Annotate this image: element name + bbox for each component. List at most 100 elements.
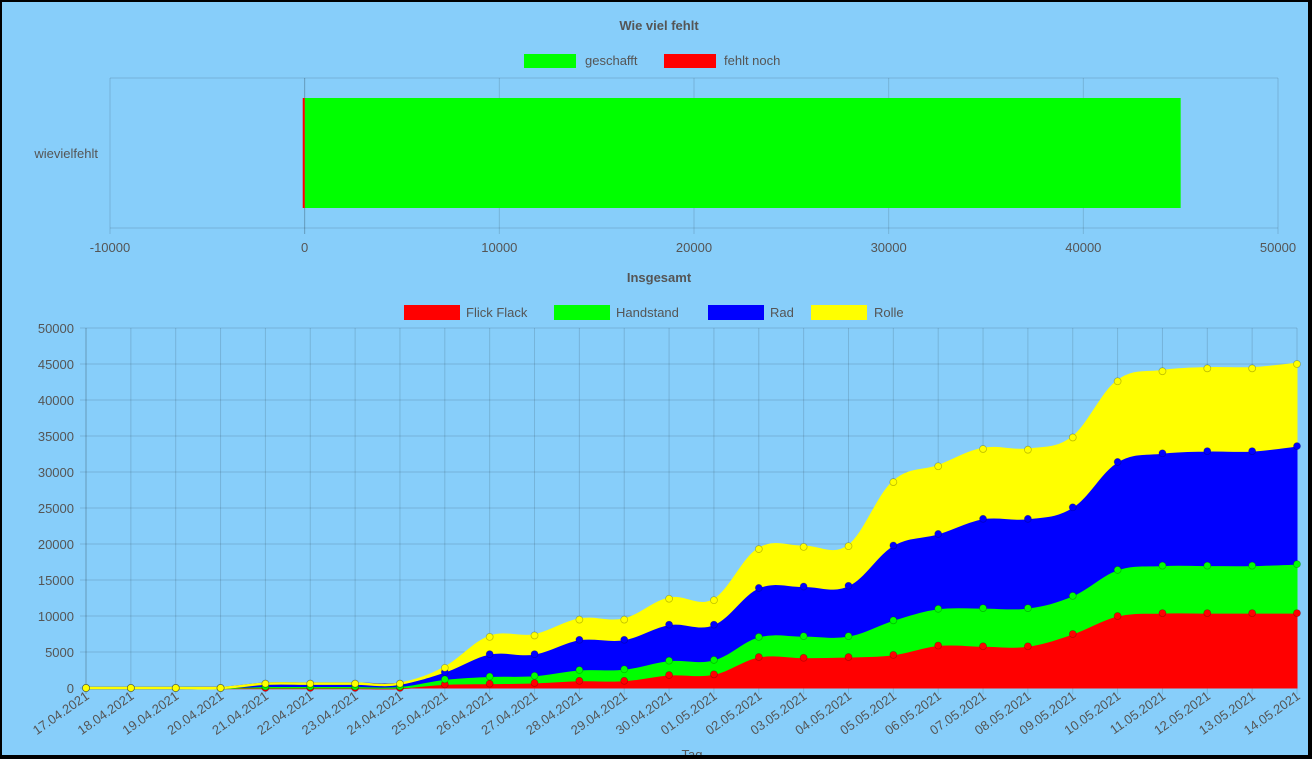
point-rolle	[82, 684, 90, 692]
point-rad	[754, 584, 763, 592]
point-rolle	[620, 615, 629, 624]
point-rad	[1068, 503, 1077, 512]
legend: Flick Flack Handstand Rad Rolle	[404, 305, 904, 320]
legend-swatch	[404, 305, 460, 320]
point-flick-flack	[1068, 630, 1077, 638]
point-rad	[575, 635, 584, 644]
point-rolle	[440, 663, 449, 672]
point-handstand	[934, 604, 943, 613]
legend-label: Handstand	[616, 305, 679, 320]
point-rad	[485, 650, 494, 659]
legend-swatch	[811, 305, 867, 320]
point-rolle	[1248, 364, 1257, 373]
point-rolle	[799, 542, 808, 551]
point-rad	[1248, 447, 1257, 456]
point-handstand	[889, 616, 898, 625]
x-tick-label: 20000	[676, 240, 712, 255]
chart-title: Wie viel fehlt	[619, 18, 699, 33]
point-flick-flack	[620, 676, 629, 685]
point-rad	[1023, 514, 1032, 523]
point-flick-flack	[1203, 609, 1212, 618]
point-flick-flack	[1023, 642, 1032, 651]
bar-chart-wie-viel-fehlt: Wie viel fehlt geschafft fehlt noch -1000…	[33, 18, 1296, 255]
point-rad	[979, 514, 987, 523]
point-flick-flack	[799, 653, 808, 662]
point-rolle	[575, 615, 584, 624]
point-flick-flack	[754, 653, 763, 661]
point-flick-flack	[979, 642, 987, 651]
x-tick-label: 10000	[481, 240, 517, 255]
point-handstand	[485, 672, 494, 681]
legend-label: fehlt noch	[724, 53, 780, 68]
point-flick-flack	[575, 676, 584, 685]
point-flick-flack	[485, 679, 494, 688]
legend-label: geschafft	[585, 53, 638, 68]
y-tick-label: 20000	[38, 537, 74, 552]
point-rad	[889, 541, 898, 550]
legend: geschafft fehlt noch	[524, 53, 780, 68]
point-handstand	[1248, 561, 1257, 570]
y-tick-label: 25000	[38, 501, 74, 516]
point-flick-flack	[1248, 609, 1257, 618]
area-chart-insgesamt: Insgesamt Flick Flack Handstand Rad Rolle 0…	[30, 270, 1303, 755]
legend-swatch	[554, 305, 610, 320]
point-handstand	[620, 665, 629, 674]
point-rad	[1158, 449, 1167, 458]
point-handstand	[979, 604, 987, 612]
chart-title: Insgesamt	[627, 270, 692, 285]
point-handstand	[575, 666, 584, 674]
point-rolle	[530, 631, 539, 640]
point-rolle	[710, 596, 718, 605]
data-points	[82, 360, 1301, 692]
legend-label: Rolle	[874, 305, 904, 320]
legend-label: Rad	[770, 305, 794, 320]
point-flick-flack	[844, 653, 853, 661]
bar-geschafft	[304, 98, 1181, 208]
y-tick-label: 5000	[45, 645, 74, 660]
legend-swatch	[708, 305, 764, 320]
line-rolle	[86, 362, 1298, 690]
point-rad	[844, 581, 853, 590]
point-handstand	[440, 675, 449, 684]
point-rad	[665, 620, 673, 629]
stacked-areas	[86, 362, 1298, 690]
x-tick-label: 0	[301, 240, 308, 255]
x-tick-label: 40000	[1065, 240, 1101, 255]
x-tick-label: -10000	[90, 240, 130, 255]
point-rolle	[126, 684, 135, 692]
point-rolle	[754, 545, 763, 553]
point-handstand	[530, 671, 539, 680]
point-rolle	[306, 679, 315, 688]
point-rolle	[1158, 367, 1167, 376]
x-axis-label: Tag	[682, 747, 703, 755]
point-flick-flack	[934, 641, 943, 650]
point-handstand	[1293, 560, 1301, 569]
point-rolle	[665, 594, 673, 603]
point-rolle	[979, 445, 987, 453]
point-handstand	[1113, 566, 1122, 574]
point-rolle	[1068, 433, 1077, 442]
point-rolle	[1293, 360, 1301, 368]
point-rolle	[1023, 445, 1032, 454]
y-tick-label: 15000	[38, 573, 74, 588]
point-handstand	[844, 632, 853, 641]
bars	[302, 98, 1181, 208]
point-flick-flack	[710, 670, 718, 679]
point-rolle	[934, 462, 943, 471]
y-tick-label: 45000	[38, 357, 74, 372]
x-axis-ticks: -10000 0 10000 20000 30000 40000 50000	[90, 240, 1296, 255]
bar-fehlt-noch	[302, 98, 305, 208]
point-flick-flack	[665, 671, 673, 679]
point-rad	[1293, 442, 1301, 450]
point-rolle	[1203, 364, 1212, 373]
point-rolle	[889, 478, 898, 486]
point-rad	[934, 530, 943, 538]
point-rad	[1203, 447, 1212, 456]
point-flick-flack	[1113, 612, 1122, 620]
point-rolle	[351, 679, 360, 688]
y-tick-label: 40000	[38, 393, 74, 408]
point-handstand	[1068, 591, 1077, 600]
point-rad	[799, 582, 808, 591]
point-rad	[1113, 458, 1122, 466]
